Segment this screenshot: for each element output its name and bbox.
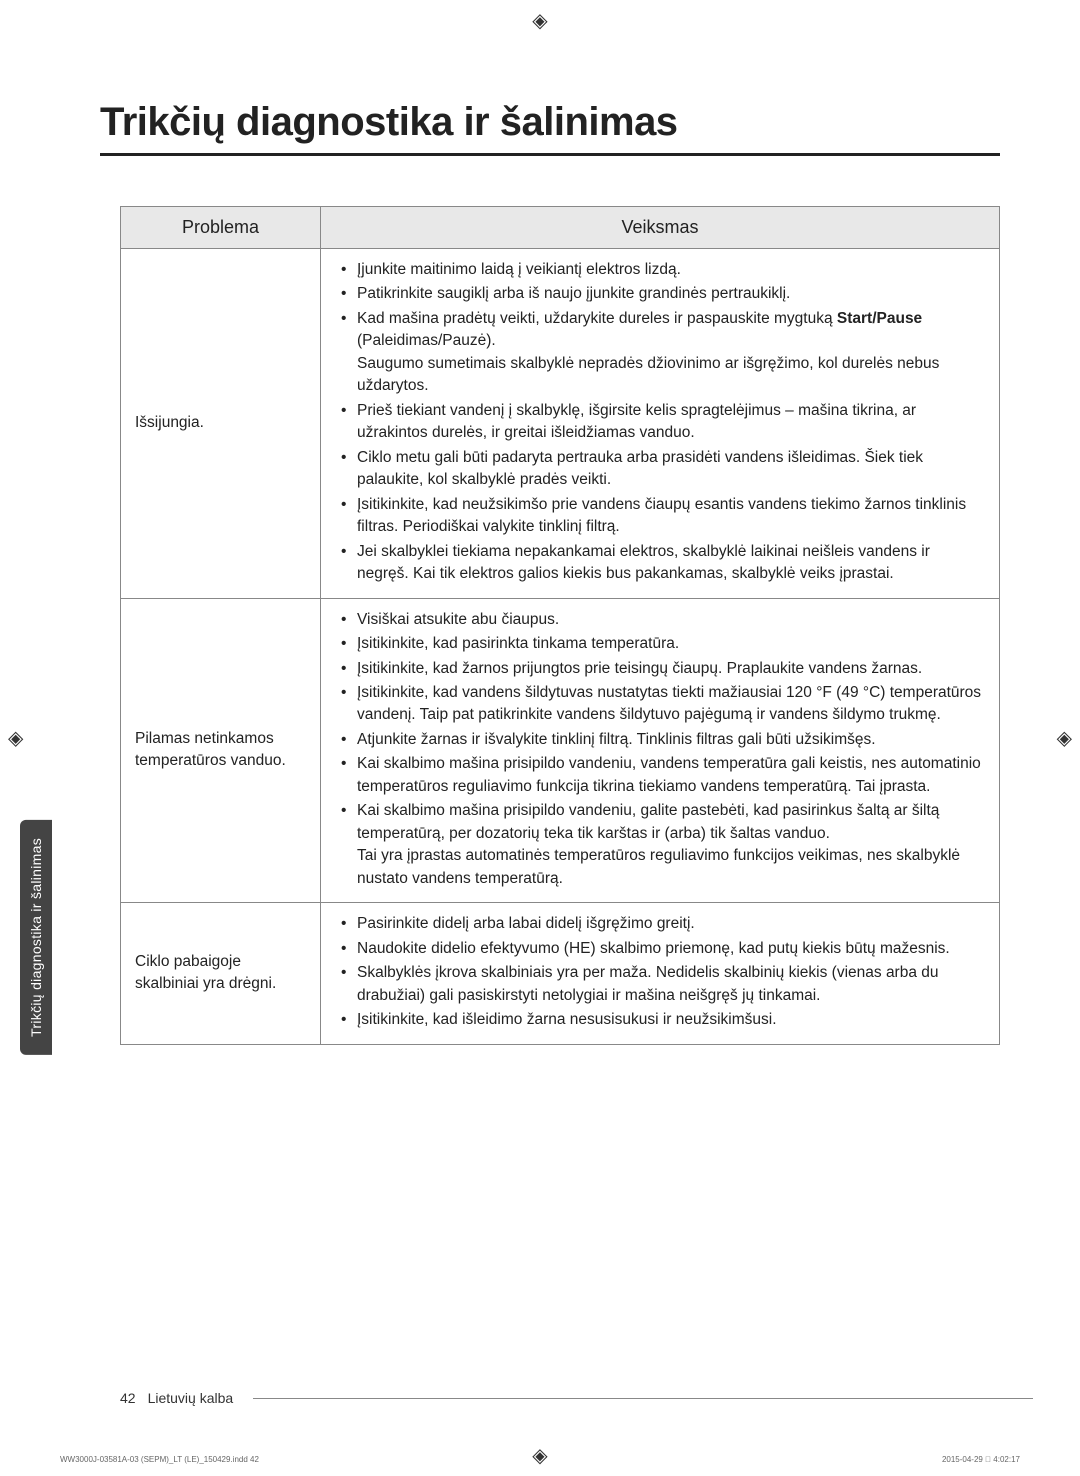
problem-cell: Išsijungia. bbox=[121, 249, 321, 599]
list-item: Įsitikinkite, kad vandens šildytuvas nus… bbox=[335, 682, 985, 727]
list-item: Įsitikinkite, kad žarnos prijungtos prie… bbox=[335, 658, 985, 680]
list-item: Įsitikinkite, kad išleidimo žarna nesusi… bbox=[335, 1009, 985, 1031]
list-item: Įsitikinkite, kad neužsikimšo prie vande… bbox=[335, 494, 985, 539]
list-item: Kai skalbimo mašina prisipildo vandeniu,… bbox=[335, 800, 985, 890]
side-tab: Trikčių diagnostika ir šalinimas bbox=[20, 820, 52, 1055]
header-problem: Problema bbox=[121, 207, 321, 249]
list-item: Patikrinkite saugiklį arba iš naujo įjun… bbox=[335, 283, 985, 305]
title-underline bbox=[100, 153, 1000, 156]
print-mark-bottom: ◈ bbox=[532, 1443, 547, 1468]
list-item: Pasirinkite didelį arba labai didelį išg… bbox=[335, 913, 985, 935]
print-mark-right: ◈ bbox=[1057, 726, 1072, 751]
action-list: Įjunkite maitinimo laidą į veikiantį ele… bbox=[335, 259, 985, 586]
table-row: Pilamas netinkamos temperatūros vanduo.V… bbox=[121, 598, 1000, 903]
list-item: Įjunkite maitinimo laidą į veikiantį ele… bbox=[335, 259, 985, 281]
list-item: Kad mašina pradėtų veikti, uždarykite du… bbox=[335, 308, 985, 398]
header-action: Veiksmas bbox=[321, 207, 1000, 249]
table-row: Ciklo pabaigoje skalbiniai yra drėgni. Pa… bbox=[121, 903, 1000, 1044]
action-cell: Pasirinkite didelį arba labai didelį išg… bbox=[321, 903, 1000, 1044]
print-footer-right: 2015-04-29 􀀀 4:02:17 bbox=[942, 1455, 1020, 1464]
page-number: 42 bbox=[120, 1390, 136, 1406]
action-cell: Įjunkite maitinimo laidą į veikiantį ele… bbox=[321, 249, 1000, 599]
print-footer-left: WW3000J-03581A-03 (SEPM)_LT (LE)_150429.… bbox=[60, 1455, 259, 1464]
page-title: Trikčių diagnostika ir šalinimas bbox=[100, 100, 1000, 145]
language-label: Lietuvių kalba bbox=[148, 1390, 234, 1406]
list-item: Prieš tiekiant vandenį į skalbyklę, išgi… bbox=[335, 400, 985, 445]
print-mark-left: ◈ bbox=[8, 726, 23, 751]
list-item: Kai skalbimo mašina prisipildo vandeniu,… bbox=[335, 753, 985, 798]
list-item: Naudokite didelio efektyvumo (HE) skalbi… bbox=[335, 938, 985, 960]
list-item: Visiškai atsukite abu čiaupus. bbox=[335, 609, 985, 631]
page-footer: 42 Lietuvių kalba bbox=[120, 1390, 1033, 1406]
problem-cell: Pilamas netinkamos temperatūros vanduo. bbox=[121, 598, 321, 903]
list-item: Ciklo metu gali būti padaryta pertrauka … bbox=[335, 447, 985, 492]
list-item: Jei skalbyklei tiekiama nepakankamai ele… bbox=[335, 541, 985, 586]
list-item: Atjunkite žarnas ir išvalykite tinklinį … bbox=[335, 729, 985, 751]
footer-line bbox=[253, 1398, 1033, 1399]
list-item: Skalbyklės įkrova skalbiniais yra per ma… bbox=[335, 962, 985, 1007]
action-cell: Visiškai atsukite abu čiaupus.Įsitikinki… bbox=[321, 598, 1000, 903]
list-item: Įsitikinkite, kad pasirinkta tinkama tem… bbox=[335, 633, 985, 655]
table-row: Išsijungia. Įjunkite maitinimo laidą į ve… bbox=[121, 249, 1000, 599]
problem-cell: Ciklo pabaigoje skalbiniai yra drėgni. bbox=[121, 903, 321, 1044]
action-list: Visiškai atsukite abu čiaupus.Įsitikinki… bbox=[335, 609, 985, 891]
action-list: Pasirinkite didelį arba labai didelį išg… bbox=[335, 913, 985, 1031]
print-mark-top: ◈ bbox=[532, 8, 547, 33]
troubleshooting-table: Problema Veiksmas Išsijungia. Įjunkite ma… bbox=[120, 206, 1000, 1045]
